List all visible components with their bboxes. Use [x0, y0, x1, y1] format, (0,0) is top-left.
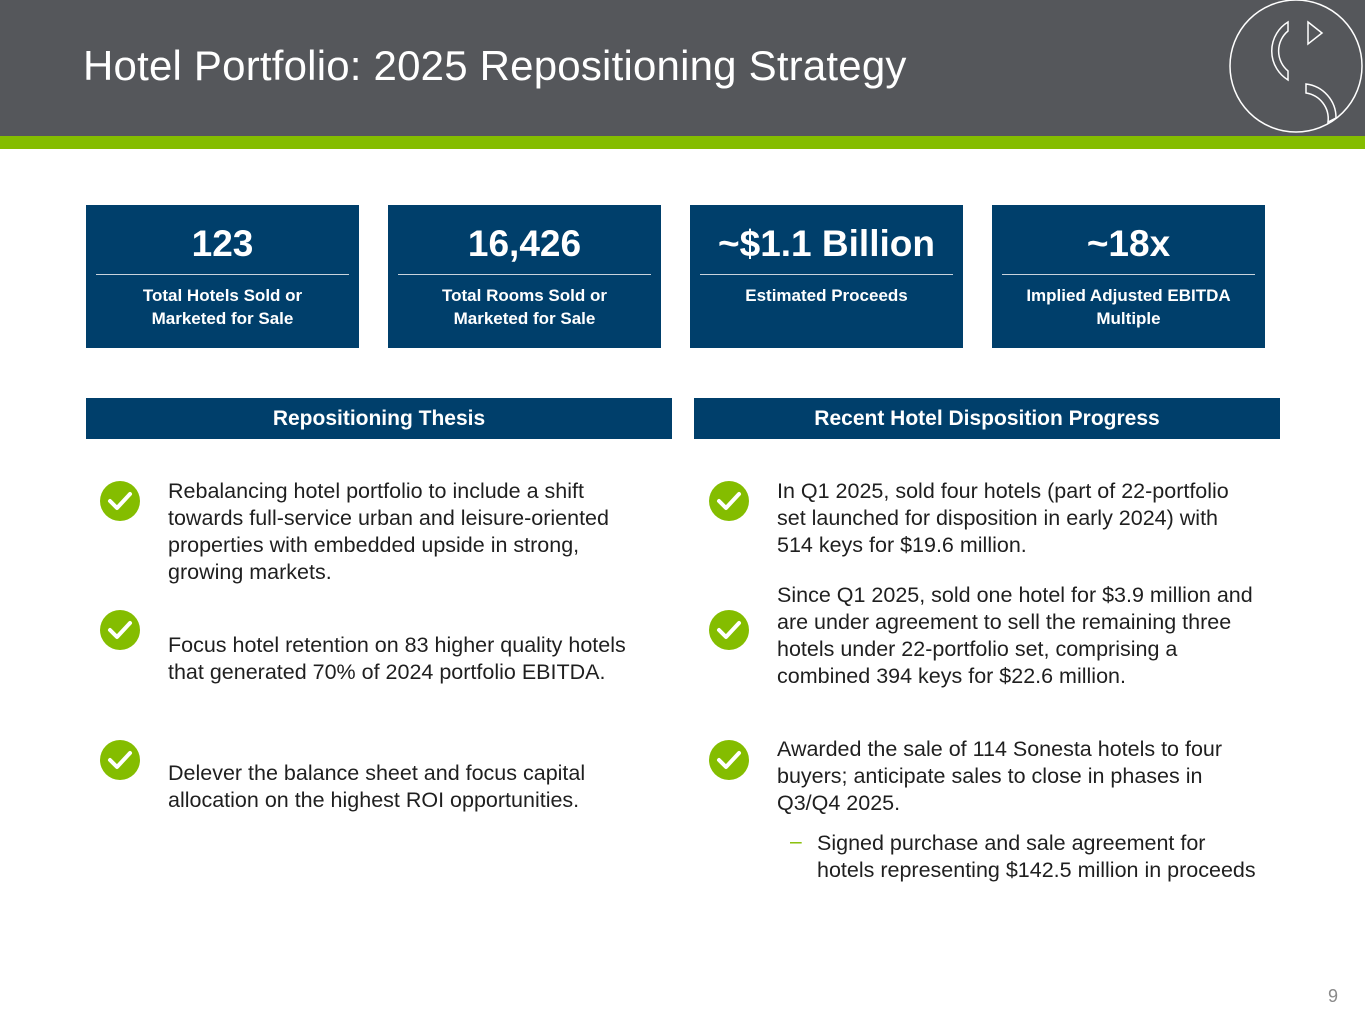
progress-heading: Recent Hotel Disposition Progress: [694, 398, 1280, 439]
stat-divider: [700, 274, 953, 275]
company-logo-icon: [1229, 0, 1363, 133]
stat-divider: [1002, 274, 1255, 275]
stat-value: ~$1.1 Billion: [718, 223, 935, 264]
page-title: Hotel Portfolio: 2025 Repositioning Stra…: [83, 42, 907, 89]
dash-bullet-icon: –: [790, 830, 802, 853]
checkmark-icon: [709, 481, 749, 521]
stat-divider: [96, 274, 349, 275]
progress-item: Awarded the sale of 114 Sonesta hotels t…: [777, 737, 1223, 815]
checkmark-icon: [100, 610, 140, 650]
page-number: 9: [1328, 986, 1339, 1006]
stat-value: 16,426: [467, 223, 582, 264]
stat-label: Estimated Proceeds: [745, 286, 908, 305]
stat-label: Total Rooms Sold or Marketed for Sale: [442, 286, 607, 328]
stat-value: ~18x: [1086, 223, 1171, 264]
stat-box-rooms: 16,426 Total Rooms Sold or Marketed for …: [388, 205, 661, 348]
progress-item: In Q1 2025, sold four hotels (part of 22…: [777, 479, 1229, 557]
progress-item: Since Q1 2025, sold one hotel for $3.9 m…: [777, 583, 1253, 688]
progress-sub-item: Signed purchase and sale agreement for h…: [817, 831, 1256, 882]
stat-value: 123: [191, 223, 254, 264]
thesis-item: Rebalancing hotel portfolio to include a…: [168, 479, 609, 584]
checkmark-icon: [100, 481, 140, 521]
accent-bar: [0, 136, 1365, 149]
stat-label: Implied Adjusted EBITDA Multiple: [1026, 286, 1231, 328]
thesis-item: Delever the balance sheet and focus capi…: [168, 761, 586, 812]
checkmark-icon: [709, 740, 749, 780]
stat-divider: [398, 274, 651, 275]
checkmark-icon: [100, 740, 140, 780]
header-bar: [0, 0, 1365, 136]
stat-box-multiple: ~18x Implied Adjusted EBITDA Multiple: [992, 205, 1265, 348]
stat-box-hotels: 123 Total Hotels Sold or Marketed for Sa…: [86, 205, 359, 348]
stat-label: Total Hotels Sold or Marketed for Sale: [142, 286, 303, 328]
thesis-heading: Repositioning Thesis: [86, 398, 672, 439]
checkmark-icon: [709, 610, 749, 650]
stat-box-proceeds: ~$1.1 Billion Estimated Proceeds: [690, 205, 963, 348]
thesis-item: Focus hotel retention on 83 higher quali…: [168, 633, 626, 684]
